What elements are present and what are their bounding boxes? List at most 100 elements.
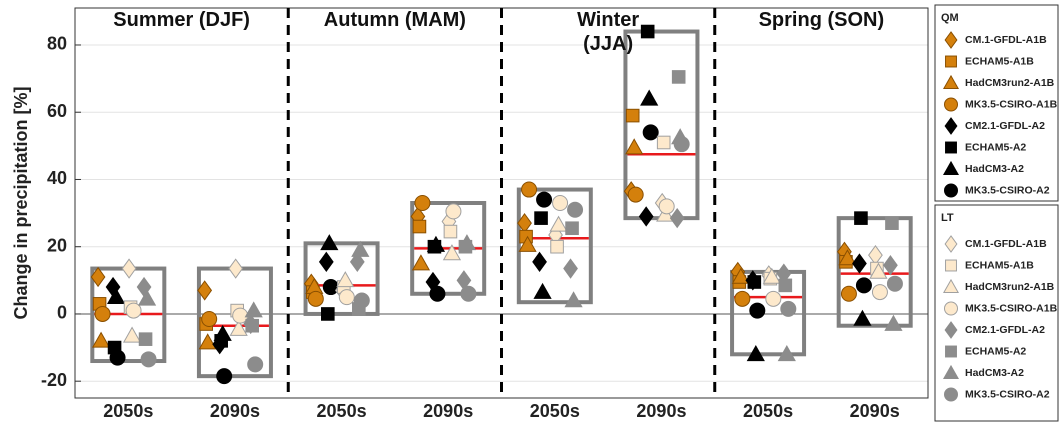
marker-square (945, 345, 957, 358)
range-box (303, 241, 380, 316)
marker-triangle (518, 235, 537, 252)
marker-square (656, 135, 671, 150)
marker-square (945, 259, 957, 272)
marker-triangle (731, 267, 750, 284)
marker-diamond (883, 255, 898, 276)
y-tick-label: -20 (41, 370, 67, 390)
marker-triangle (411, 254, 431, 271)
marker-triangle (942, 364, 960, 379)
marker-diamond (90, 266, 106, 288)
marker-triangle (442, 244, 462, 261)
legend-label: MK3.5-CSIRO-A1B (965, 98, 1058, 110)
legend-label: HadCM3-A2 (965, 367, 1024, 379)
marker-diamond (638, 206, 654, 227)
marker-circle (658, 198, 675, 215)
marker-diamond (944, 321, 958, 339)
marker-square (443, 224, 458, 239)
legend-label: CM.1-GFDL-A1B (965, 238, 1047, 250)
legend-label: HadCM3run2-A1B (965, 281, 1055, 293)
marker-triangle (213, 324, 232, 341)
marker-circle (855, 277, 872, 294)
marker-circle (536, 191, 553, 208)
legend-label: ECHAM5-A2 (965, 345, 1026, 357)
marker-square (138, 332, 153, 346)
marker-circle (216, 368, 233, 385)
marker-triangle (533, 282, 552, 299)
marker-circle (749, 302, 766, 319)
marker-triangle (426, 235, 446, 252)
legend-title: LT (941, 212, 954, 224)
marker-circle (94, 305, 111, 322)
marker-diamond (944, 235, 958, 253)
marker-triangle (229, 319, 248, 336)
marker-square (885, 216, 899, 230)
marker-triangle (838, 249, 857, 266)
marker-circle (353, 292, 370, 309)
range-box (836, 216, 913, 328)
marker-triangle (746, 345, 765, 362)
marker-triangle (137, 289, 157, 306)
x-tick-label: 2050s (530, 401, 580, 421)
x-tick-label: 2090s (850, 401, 900, 421)
marker-triangle (336, 271, 355, 288)
legend-label: CM2.1-GFDL-A2 (965, 324, 1045, 336)
marker-square (625, 108, 640, 123)
marker-diamond (228, 258, 244, 279)
x-tick-label: 2090s (636, 401, 686, 421)
marker-circle (201, 310, 218, 327)
marker-triangle (549, 215, 568, 232)
y-tick-label: 40 (47, 168, 67, 188)
marker-circle (567, 201, 584, 218)
marker-diamond (944, 117, 958, 135)
marker-square (321, 307, 335, 321)
x-tick-label: 2090s (423, 401, 473, 421)
marker-triangle (869, 262, 888, 279)
marker-diamond (121, 258, 137, 279)
legend-label: MK3.5-CSIRO-A1B (965, 302, 1058, 314)
marker-circle (140, 351, 157, 368)
marker-triangle (942, 74, 960, 89)
marker-circle (673, 136, 690, 153)
marker-square (412, 219, 427, 234)
marker-circle (521, 181, 538, 198)
marker-circle (944, 301, 958, 316)
marker-circle (460, 285, 477, 302)
marker-triangle (351, 240, 370, 257)
marker-triangle (244, 301, 263, 318)
marker-diamond (197, 280, 213, 301)
marker-diamond (944, 31, 958, 49)
y-tick-label: 80 (47, 34, 67, 54)
marker-circle (765, 290, 782, 307)
y-tick-label: 20 (47, 235, 67, 255)
marker-triangle (91, 331, 111, 348)
marker-square (534, 211, 548, 225)
marker-circle (734, 290, 751, 307)
marker-circle (445, 203, 462, 220)
legend-label: CM.1-GFDL-A1B (965, 34, 1047, 46)
marker-circle (944, 387, 958, 402)
legend-box (934, 204, 1059, 422)
legend-label: MK3.5-CSIRO-A2 (965, 388, 1050, 400)
marker-square (550, 239, 564, 254)
marker-triangle (564, 291, 583, 308)
legend-label: CM2.1-GFDL-A2 (965, 120, 1045, 132)
legend-label: HadCM3run2-A1B (965, 77, 1055, 89)
legend-label: MK3.5-CSIRO-A2 (965, 184, 1050, 196)
legend-label: HadCM3-A2 (965, 163, 1024, 175)
marker-triangle (198, 333, 217, 350)
y-axis-label: Change in precipitation [%] (11, 86, 31, 319)
marker-square (945, 55, 957, 68)
marker-circle (125, 302, 142, 319)
x-tick-label: 2050s (103, 401, 153, 421)
y-tick-label: 60 (47, 101, 67, 121)
marker-triangle (777, 345, 796, 362)
y-tick-label: 0 (57, 303, 67, 323)
marker-circle (780, 300, 797, 317)
marker-circle (338, 289, 355, 306)
marker-triangle (762, 267, 781, 284)
marker-circle (840, 285, 857, 302)
range-box (516, 187, 593, 305)
marker-square (245, 318, 259, 333)
x-tick-label: 2050s (317, 401, 367, 421)
